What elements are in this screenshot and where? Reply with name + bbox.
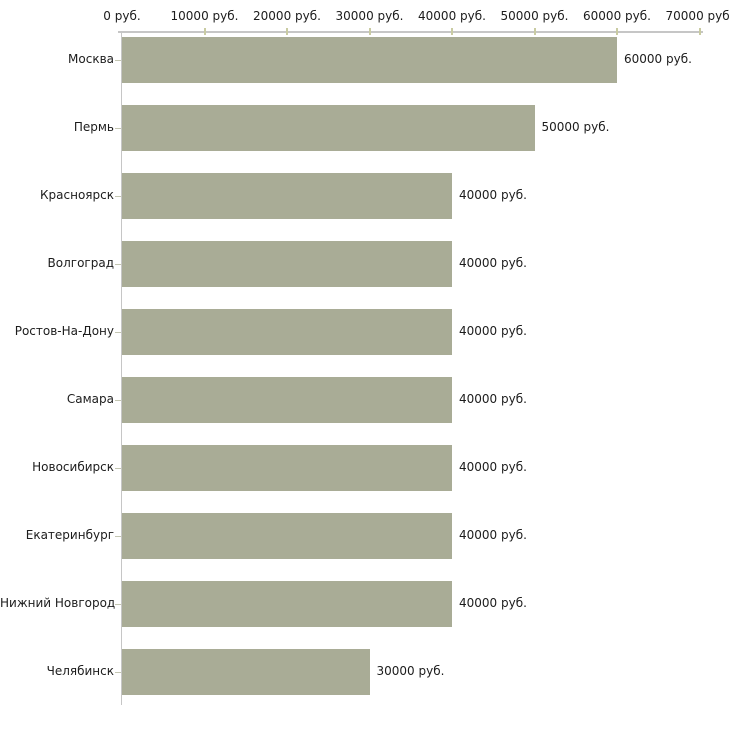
category-label: Нижний Новгород [0, 596, 116, 610]
category-tick [115, 331, 121, 333]
category-label: Челябинск [46, 664, 114, 678]
category-label: Красноярск [40, 188, 114, 202]
x-axis-tick [616, 28, 618, 35]
value-label: 40000 руб. [459, 392, 527, 406]
x-axis-tick-label: 60000 руб. [583, 9, 651, 23]
x-axis-line [118, 31, 703, 33]
x-axis-tick-label: 10000 руб. [170, 9, 239, 23]
x-axis-tick-label: 20000 руб. [253, 9, 321, 23]
value-label: 50000 руб. [541, 120, 610, 134]
x-axis-tick [451, 28, 453, 35]
value-label: 40000 руб. [459, 324, 527, 338]
bar [122, 513, 452, 559]
bar [122, 649, 370, 695]
x-axis-tick [368, 28, 371, 35]
category-label: Ростов-На-Дону [14, 324, 114, 338]
category-tick [115, 603, 121, 605]
bar [122, 241, 452, 287]
category-tick [115, 399, 121, 401]
y-axis-line [121, 31, 122, 705]
bar [122, 173, 452, 219]
x-axis-tick [203, 28, 206, 35]
category-label: Пермь [73, 120, 114, 134]
category-tick [115, 263, 121, 265]
bar [122, 581, 452, 627]
category-tick [115, 467, 121, 469]
bar [122, 445, 452, 491]
category-label: Екатеринбург [25, 528, 114, 542]
category-tick [115, 127, 121, 129]
value-label: 40000 руб. [459, 188, 527, 202]
category-label: Москва [68, 52, 114, 66]
bar [122, 37, 617, 83]
x-axis-tick-label: 40000 руб. [418, 9, 486, 23]
x-axis-tick-label: 70000 руб. [665, 9, 730, 23]
value-label: 40000 руб. [459, 596, 527, 610]
value-label: 40000 руб. [459, 460, 527, 474]
category-tick [115, 195, 121, 197]
category-label: Новосибирск [32, 460, 114, 474]
value-label: 30000 руб. [376, 664, 445, 678]
value-label: 40000 руб. [459, 256, 527, 270]
category-tick [115, 671, 121, 673]
category-label: Самара [66, 392, 114, 406]
category-label: Волгоград [47, 256, 114, 270]
category-tick [115, 59, 121, 61]
x-axis-tick [286, 28, 288, 35]
bar [122, 377, 452, 423]
value-label: 40000 руб. [459, 528, 527, 542]
x-axis-tick-label: 0 руб. [103, 9, 141, 23]
bar [122, 105, 535, 151]
x-axis-tick-label: 30000 руб. [335, 9, 404, 23]
x-axis-tick [533, 28, 536, 35]
x-axis-tick-label: 50000 руб. [500, 9, 569, 23]
bar [122, 309, 452, 355]
x-axis-tick [698, 28, 701, 35]
category-tick [115, 535, 121, 537]
value-label: 60000 руб. [624, 52, 692, 66]
